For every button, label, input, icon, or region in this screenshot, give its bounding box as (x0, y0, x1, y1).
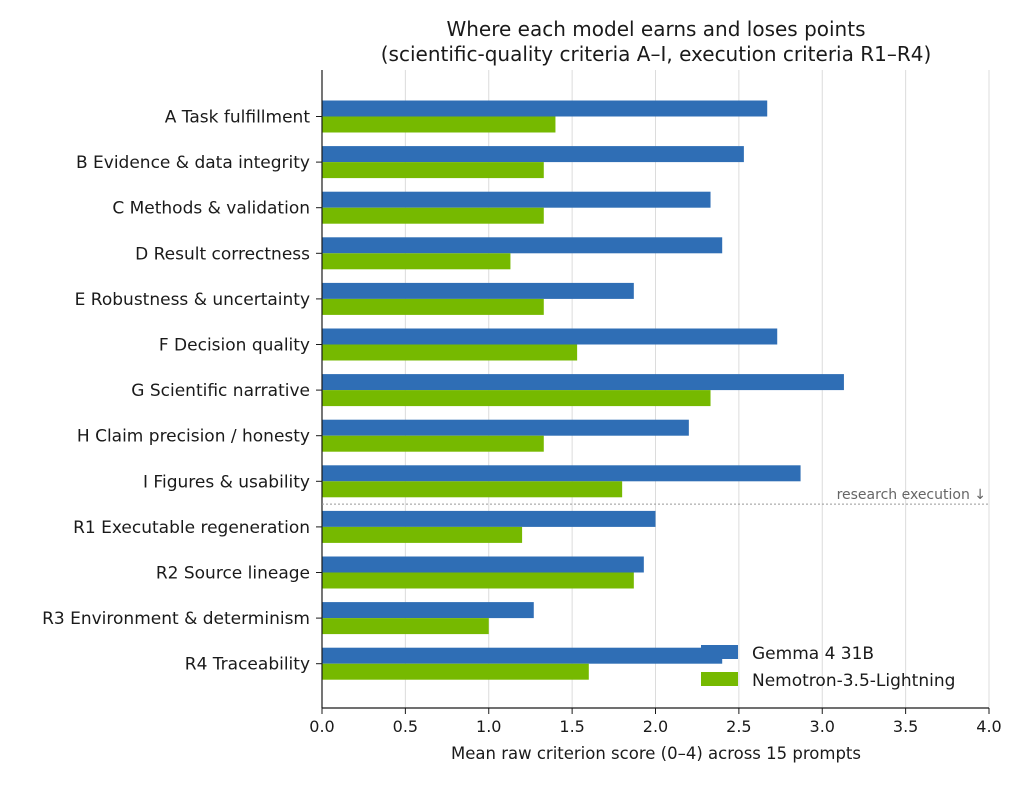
category-label: F Decision quality (159, 336, 310, 356)
bar-gemma (322, 465, 801, 482)
category-label: H Claim precision / honesty (77, 427, 310, 447)
bars (322, 100, 844, 680)
bar-nemotron (322, 481, 623, 498)
bar-nemotron (322, 572, 634, 589)
axes (316, 70, 990, 714)
bar-nemotron (322, 526, 523, 543)
x-tick-label: 0.5 (393, 717, 418, 736)
category-label: C Methods & validation (112, 199, 310, 219)
legend-label: Nemotron-3.5-Lightning (752, 671, 955, 691)
bar-gemma (322, 328, 778, 345)
category-label: R1 Executable regeneration (73, 518, 310, 538)
bar-nemotron (322, 207, 544, 224)
bar-nemotron (322, 253, 511, 270)
chart-title: Where each model earns and loses points (446, 17, 865, 41)
bar-gemma (322, 282, 634, 299)
x-tick-label: 3.0 (810, 717, 835, 736)
legend-swatch (701, 645, 738, 659)
bar-gemma (322, 191, 711, 208)
x-tick-labels: 0.0 0.5 1.0 1.5 2.0 2.5 3.0 3.5 4.0 (309, 717, 1001, 736)
bar-nemotron (322, 618, 489, 635)
x-tick-label: 2.5 (726, 717, 751, 736)
annotation: research execution ↓ (322, 487, 989, 505)
category-label: R3 Environment & determinism (42, 609, 310, 629)
category-label: I Figures & usability (143, 472, 310, 492)
bar-nemotron (322, 162, 544, 179)
x-tick-label: 3.5 (893, 717, 918, 736)
bar-gemma (322, 647, 723, 664)
category-labels: A Task fulfillment B Evidence & data inte… (42, 108, 310, 675)
bar-gemma (322, 237, 723, 254)
bar-nemotron (322, 663, 589, 680)
legend: Gemma 4 31B Nemotron-3.5-Lightning (701, 644, 955, 691)
bar-gemma (322, 419, 689, 436)
bar-gemma (322, 556, 644, 573)
x-tick-label: 2.0 (643, 717, 668, 736)
x-tick-label: 4.0 (976, 717, 1001, 736)
x-tick-label: 1.0 (476, 717, 501, 736)
chart-subtitle: (scientific-quality criteria A–I, execut… (381, 42, 932, 66)
bar-gemma (322, 146, 744, 163)
bar-gemma (322, 374, 844, 391)
bar-gemma (322, 602, 534, 619)
category-label: A Task fulfillment (165, 108, 311, 128)
category-label: B Evidence & data integrity (76, 153, 310, 173)
category-label: E Robustness & uncertainty (75, 290, 310, 310)
legend-label: Gemma 4 31B (752, 644, 874, 664)
category-label: R4 Traceability (185, 655, 310, 675)
x-axis-label: Mean raw criterion score (0–4) across 15… (451, 744, 861, 763)
bar-nemotron (322, 116, 556, 133)
category-label: G Scientific narrative (131, 381, 310, 401)
category-label: D Result correctness (135, 244, 310, 264)
x-tick-label: 0.0 (309, 717, 334, 736)
bar-nemotron (322, 344, 578, 361)
bar-gemma (322, 100, 768, 117)
bar-nemotron (322, 298, 544, 315)
legend-swatch (701, 672, 738, 686)
bar-nemotron (322, 390, 711, 407)
x-tick-label: 1.5 (559, 717, 584, 736)
bar-gemma (322, 510, 656, 527)
category-label: R2 Source lineage (156, 564, 310, 584)
bar-nemotron (322, 435, 544, 452)
annotation-text: research execution ↓ (837, 487, 986, 503)
